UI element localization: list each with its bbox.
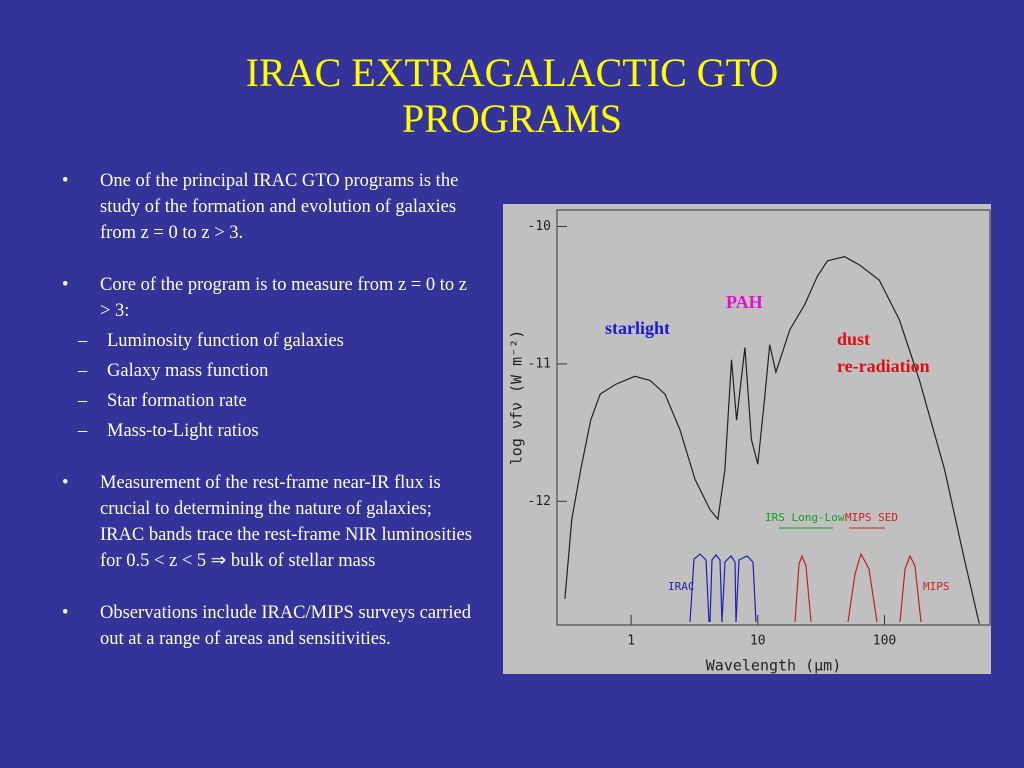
irac-filters	[689, 553, 757, 623]
sub-bullet: Luminosity function of galaxies	[62, 328, 472, 354]
y-axis-label: log νfν (W m⁻²)	[508, 330, 526, 465]
y-tick-label: -12	[528, 494, 551, 509]
chart-background	[503, 204, 991, 674]
annotation: re-radiation	[837, 356, 930, 376]
sub-list: Luminosity function of galaxiesGalaxy ma…	[78, 328, 472, 444]
bullet-text: Observations include IRAC/MIPS surveys c…	[100, 603, 471, 649]
x-tick-label: 100	[873, 634, 896, 649]
bullet-text: Core of the program is to measure from z…	[100, 275, 467, 321]
x-tick-label: 10	[750, 634, 766, 649]
annotation: MIPS	[923, 580, 950, 593]
bullet: Measurement of the rest-frame near-IR fl…	[62, 470, 472, 574]
annotation: IRS Long-Low	[765, 511, 845, 524]
bullet-text: Measurement of the rest-frame near-IR fl…	[100, 473, 472, 571]
title-line: IRAC EXTRAGALACTIC GTO	[245, 50, 779, 95]
bullet: Observations include IRAC/MIPS surveys c…	[62, 600, 472, 652]
sub-bullet: Mass-to-Light ratios	[62, 418, 472, 444]
chart: -10 -11 -12 1 10 100 Wavelength (μm) log νfν (W…	[503, 204, 991, 674]
y-tick-label: -10	[528, 219, 551, 234]
bullet: One of the principal IRAC GTO programs i…	[62, 168, 472, 246]
plot-frame	[556, 209, 991, 626]
sub-bullet: Galaxy mass function	[62, 358, 472, 384]
slide-title: IRAC EXTRAGALACTIC GTO PROGRAMS	[0, 50, 1024, 142]
bullet: Core of the program is to measure from z…	[62, 272, 472, 444]
bullet-list: One of the principal IRAC GTO programs i…	[62, 168, 472, 678]
x-axis-label: Wavelength (μm)	[706, 657, 841, 675]
title-line: PROGRAMS	[401, 96, 623, 141]
bullet-text: One of the principal IRAC GTO programs i…	[100, 171, 459, 243]
annotation: PAH	[726, 292, 763, 312]
mips-filters	[794, 552, 922, 623]
y-tick-label: -11	[528, 356, 551, 371]
annotation: dust	[837, 329, 870, 349]
sub-bullet: Star formation rate	[62, 388, 472, 414]
x-tick-label: 1	[627, 634, 635, 649]
annotation: IRAC	[668, 580, 695, 593]
annotation: starlight	[605, 318, 670, 338]
annotation: MIPS SED	[845, 511, 898, 524]
sed-curve	[564, 256, 980, 624]
